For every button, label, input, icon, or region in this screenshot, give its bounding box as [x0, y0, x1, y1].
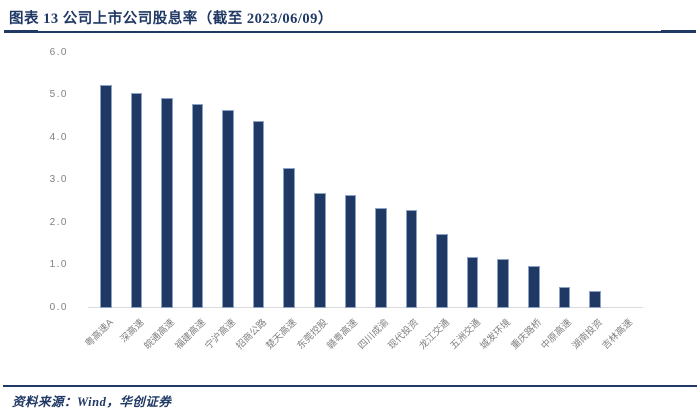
x-axis-label: 四川成渝 [356, 317, 391, 352]
x-axis-label: 湖南投资 [570, 317, 605, 352]
bar-粤高速A [100, 84, 112, 308]
bar-宁沪高速 [222, 110, 234, 308]
y-axis-tick-label: 2.0 [49, 216, 68, 228]
y-axis-tick-label: 5.0 [49, 89, 68, 100]
bar-现代投资 [405, 210, 418, 308]
x-axis-label: 龙江交通 [417, 317, 452, 352]
x-axis-label: 招商公路 [233, 317, 269, 352]
title-underline-left-accent [4, 29, 38, 33]
x-axis-line [88, 306, 643, 308]
bar-招商公路 [252, 121, 265, 308]
title-underline-right-accent [661, 30, 696, 33]
x-axis-label: 赣粤高速 [325, 317, 361, 352]
bar-五洲交通 [466, 257, 479, 308]
bar-四川成渝 [375, 208, 387, 308]
bar-皖通高速 [161, 97, 173, 308]
x-axis-label: 吉林高速 [600, 317, 636, 352]
x-axis-label: 五洲交通 [447, 317, 483, 352]
x-axis-label: 重庆路桥 [509, 317, 544, 352]
footer-rule [3, 385, 697, 387]
bar-重庆路桥 [528, 265, 540, 308]
bar-龙江交通 [436, 233, 448, 308]
y-axis-tick-label: 1.0 [49, 259, 68, 270]
x-axis-label: 城发环境 [478, 317, 514, 352]
x-axis-label: 现代投资 [386, 317, 422, 352]
bar-城发环境 [497, 259, 509, 308]
source-note: 资料来源：Wind，华创证券 [12, 395, 172, 409]
bar-东莞控股 [314, 193, 326, 308]
title-underline [4, 31, 696, 33]
figure-title: 图表 13 公司上市公司股息率（截至 2023/06/09） [9, 11, 333, 27]
y-axis-tick-label: 4.0 [49, 131, 68, 143]
bar-福建高速 [191, 104, 204, 308]
bar-楚天高速 [283, 167, 295, 308]
x-axis-label: 福建高速 [172, 317, 208, 352]
x-axis-label: 宁沪高速 [203, 317, 238, 352]
bar-湖南投资 [589, 291, 601, 308]
x-axis-label: 中原高速 [539, 317, 575, 352]
bar-中原高速 [558, 286, 571, 308]
y-axis-tick-label: 6.0 [49, 46, 68, 58]
x-axis-label: 皖通高速 [142, 317, 177, 352]
bar-深高速 [130, 93, 143, 308]
x-axis-label: 东莞控股 [295, 317, 330, 352]
x-axis-label: 楚天高速 [264, 317, 300, 352]
bar-赣粤高速 [344, 195, 357, 308]
y-axis-tick-label: 3.0 [49, 174, 68, 185]
x-axis-label: 粤高速A [83, 317, 116, 350]
y-axis-tick-label: 0.0 [49, 301, 68, 313]
